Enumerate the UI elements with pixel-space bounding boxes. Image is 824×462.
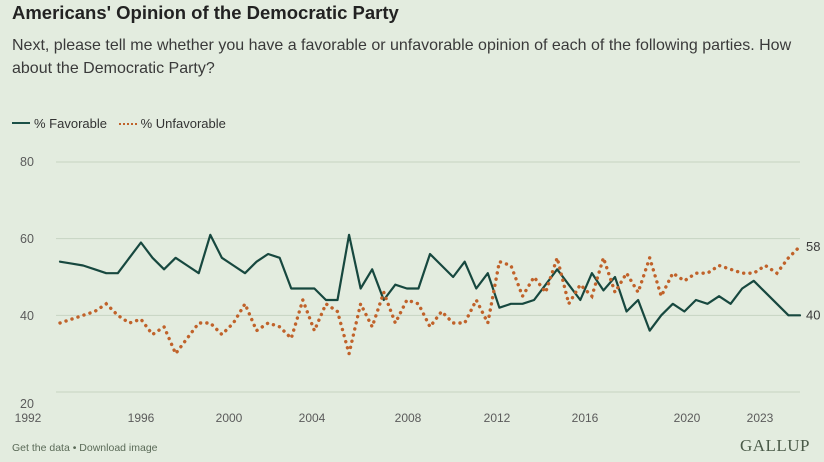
svg-text:60: 60 xyxy=(20,232,34,246)
svg-text:2023: 2023 xyxy=(747,411,774,425)
svg-text:2020: 2020 xyxy=(674,411,701,425)
svg-text:1996: 1996 xyxy=(128,411,155,425)
svg-text:58: 58 xyxy=(806,239,820,254)
svg-text:2000: 2000 xyxy=(216,411,243,425)
svg-text:40: 40 xyxy=(20,309,34,323)
svg-text:20: 20 xyxy=(20,397,34,411)
svg-text:1992: 1992 xyxy=(15,411,42,425)
svg-text:2008: 2008 xyxy=(395,411,422,425)
svg-text:2012: 2012 xyxy=(484,411,511,425)
svg-text:2004: 2004 xyxy=(299,411,326,425)
svg-text:40: 40 xyxy=(806,308,820,323)
svg-text:80: 80 xyxy=(20,155,34,169)
svg-text:2016: 2016 xyxy=(572,411,599,425)
